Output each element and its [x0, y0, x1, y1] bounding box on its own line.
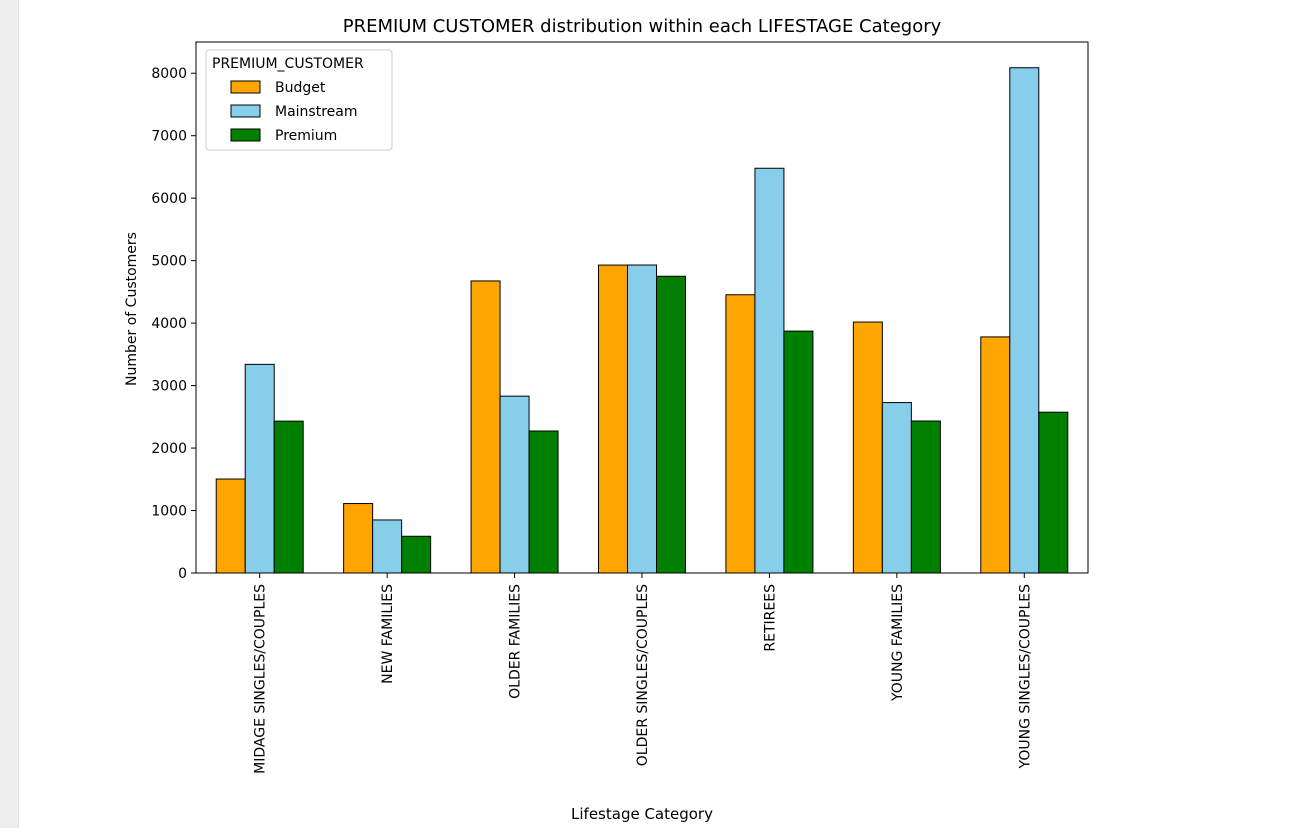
- x-tick-label-4: RETIREES: [762, 584, 778, 652]
- legend-swatch-budget: [230, 80, 261, 94]
- y-tick-label-3: 3000: [151, 379, 187, 395]
- bar-budget-3: [598, 264, 628, 574]
- x-axis: MIDAGE SINGLES/COUPLES NEW FAMILIES OLDER …: [253, 573, 1033, 774]
- bar-premium-6: [1038, 411, 1069, 574]
- y-axis: 0 1000 2000 3000 4000 5000 6000 7000 8000: [151, 66, 196, 582]
- bar-premium-2: [528, 430, 559, 574]
- y-tick-label-2: 2000: [151, 441, 187, 457]
- legend-swatch-premium: [230, 128, 261, 142]
- bar-mainstream-2: [499, 395, 530, 574]
- x-tick-label-1: NEW FAMILIES: [380, 584, 396, 684]
- legend-label-budget: Budget: [275, 80, 326, 96]
- y-tick-label-5: 5000: [151, 254, 187, 270]
- legend-label-premium: Premium: [275, 128, 337, 144]
- bar-budget-5: [852, 321, 883, 574]
- bar-mainstream-0: [244, 363, 275, 574]
- x-tick-label-6: YOUNG SINGLES/COUPLES: [1017, 584, 1033, 770]
- legend: PREMIUM_CUSTOMER Budget Mainstream Premium: [205, 49, 393, 151]
- bar-mainstream-4: [754, 167, 785, 574]
- y-tick-label-8: 8000: [151, 66, 187, 82]
- bar-mainstream-3: [627, 264, 657, 574]
- bar-mainstream-6: [1009, 67, 1040, 574]
- legend-swatch-mainstream: [230, 104, 261, 118]
- y-tick-label-7: 7000: [151, 129, 187, 145]
- y-tick-label-6: 6000: [151, 191, 187, 207]
- bar-premium-4: [783, 330, 814, 574]
- bar-budget-1: [343, 503, 374, 574]
- bar-premium-3: [656, 275, 686, 574]
- y-tick-label-4: 4000: [151, 316, 187, 332]
- bar-premium-0: [273, 420, 304, 574]
- bar-budget-4: [725, 294, 756, 574]
- chart-title: PREMIUM CUSTOMER distribution within eac…: [343, 16, 942, 37]
- bar-budget-2: [470, 280, 501, 574]
- x-tick-label-0: MIDAGE SINGLES/COUPLES: [253, 584, 269, 774]
- legend-label-mainstream: Mainstream: [275, 104, 357, 120]
- legend-box: [205, 49, 393, 151]
- x-tick-label-3: OLDER SINGLES/COUPLES: [635, 584, 651, 766]
- bar-premium-5: [910, 420, 941, 574]
- bars-layer: [215, 67, 1069, 574]
- bar-mainstream-5: [881, 402, 912, 574]
- bar-mainstream-1: [372, 519, 403, 574]
- y-axis-label: Number of Customers: [124, 232, 140, 386]
- bar-premium-1: [401, 535, 432, 574]
- plot-frame: [195, 41, 1089, 574]
- x-tick-label-5: YOUNG FAMILIES: [890, 584, 906, 702]
- bar-budget-6: [980, 336, 1011, 574]
- bar-budget-0: [215, 478, 246, 574]
- y-tick-label-1: 1000: [151, 504, 187, 520]
- x-tick-label-2: OLDER FAMILIES: [508, 584, 524, 699]
- legend-title: PREMIUM_CUSTOMER: [212, 56, 364, 72]
- y-tick-label-0: 0: [178, 566, 187, 582]
- page-gutter: [0, 0, 19, 828]
- x-axis-label: Lifestage Category: [571, 805, 713, 823]
